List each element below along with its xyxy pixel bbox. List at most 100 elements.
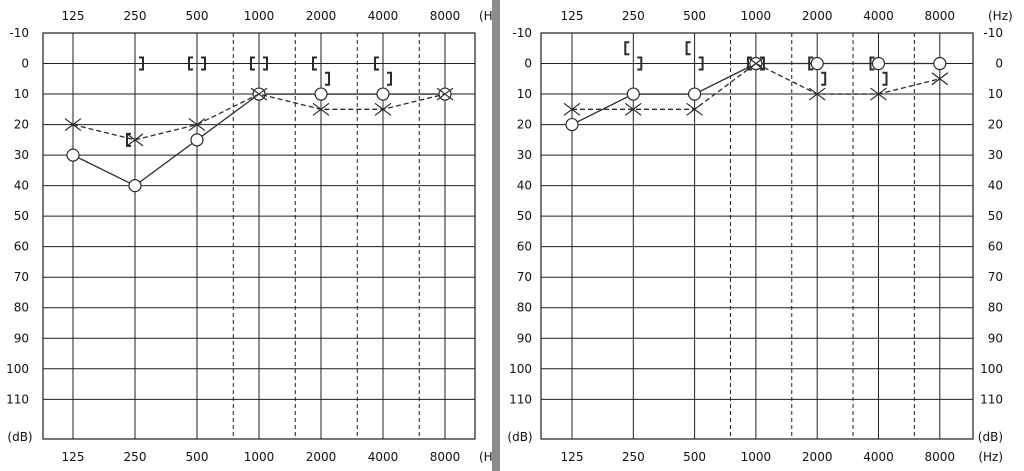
panel-2-series-2-marker-1 [563, 102, 581, 116]
panel-2-series-3-marker-4 [808, 56, 814, 71]
panel-2-series-2-marker-6 [870, 87, 887, 101]
panel-1-top-frequency-label-4: 1000 [244, 9, 275, 23]
panel-2-series-2-marker-2-stroke-2 [624, 102, 642, 116]
panel-2-series-1-marker-6 [871, 56, 886, 71]
panel-2-series-3 [624, 41, 875, 71]
panel-1-series-2-marker-2-stroke-2 [126, 133, 144, 147]
panel-2-left-db-label-11: 90 [517, 331, 532, 345]
panel-1-series-2-marker-1 [64, 118, 82, 132]
panel-2-right-db-label-1: -10 [983, 26, 1003, 40]
panel-1-series-2-marker-5-stroke-2 [312, 102, 330, 116]
panel-1-left-db-label-6: 40 [14, 179, 29, 193]
panel-2-series-2-marker-5 [808, 87, 826, 101]
panel-1-left-db-label-7: 50 [14, 209, 29, 223]
panel-1-left-db-label-2: 0 [21, 57, 29, 71]
panel-1-bottom-x-unit: (H [479, 450, 493, 464]
panel-2-series-3-marker-1 [624, 41, 630, 56]
panel-1-series-2-marker-4-stroke-2 [250, 87, 268, 101]
panel-2-data-series [563, 41, 949, 132]
panel-2-left-db-label-1: -10 [512, 26, 532, 40]
panel-2-right-db-label-9: 70 [988, 270, 1003, 284]
panel-2-grid [540, 32, 974, 440]
panel-2-labels: 1251252502505005001000100020002000400040… [507, 9, 1012, 464]
panel-2-bottom-x-unit: (Hz) [978, 450, 1003, 464]
panel-1-top-frequency-label-5: 2000 [306, 9, 337, 23]
panel-2-series-2-marker-5-stroke-2 [808, 87, 826, 101]
panel-2-top-frequency-label-3: 500 [683, 9, 706, 23]
panel-2-series-2-marker-7 [931, 72, 949, 86]
panel-2-top-frequency-label-6: 4000 [863, 9, 894, 23]
panel-1-series-2-marker-3 [188, 118, 206, 132]
panel-1-series-3-marker-2 [188, 56, 193, 71]
panel-1-left-db-label-10: 80 [14, 301, 29, 315]
panel-2-right-y-unit: (dB) [978, 430, 1003, 444]
panel-1-bottom-frequency-label-4: 1000 [244, 450, 275, 464]
panel-1-grid [42, 32, 476, 440]
panel-1-series-4-marker-2 [201, 56, 206, 71]
panel-2-right-db-label-3: 10 [988, 87, 1003, 101]
panel-2-series-2-marker-2 [624, 102, 642, 116]
panel-1-series-3-marker-5 [374, 56, 379, 71]
panel-2-top-frequency-label-7: 8000 [925, 9, 956, 23]
panel-2-right-db-label-2: 0 [995, 57, 1003, 71]
panel-2-right-db-label-8: 60 [988, 240, 1003, 254]
panel-1-bottom-frequency-label-7: 8000 [430, 450, 461, 464]
panel-1-top-frequency-label-2: 250 [124, 9, 147, 23]
panel-1-series-3-marker-3 [250, 56, 255, 71]
page-gutter [492, 0, 500, 471]
panel-2-left-db-label-9: 70 [517, 270, 532, 284]
panel-2-top-frequency-label-2: 250 [622, 9, 645, 23]
panel-1-left-db-label-8: 60 [14, 240, 29, 254]
panel-2-series-1-marker-3 [687, 87, 702, 101]
panel-2-bottom-frequency-label-6: 4000 [863, 450, 894, 464]
panel-1-bottom-frequency-label-6: 4000 [368, 450, 399, 464]
panel-2-series-1-marker-2 [626, 87, 640, 101]
panel-2-series-4 [637, 56, 888, 86]
panel-2-right-db-label-6: 40 [988, 179, 1003, 193]
panel-2-bottom-frequency-label-3: 500 [683, 450, 706, 464]
panel-1-left-db-label-5: 30 [14, 148, 29, 162]
panel-2-series-2-marker-4 [747, 57, 765, 71]
audiogram-panel-2: 1251252502505005001000100020002000400040… [507, 9, 1012, 464]
panel-2-series-3-marker-5 [869, 56, 875, 71]
panel-2-right-db-label-13: 110 [980, 392, 1003, 406]
panel-1-top-frequency-label-7: 8000 [430, 9, 461, 23]
panel-1-series-1-marker-2 [128, 179, 142, 193]
panel-1-series-1-marker-6 [376, 87, 390, 101]
panel-1-top-frequency-label-3: 500 [186, 9, 209, 23]
panel-2-series-4-marker-3 [759, 56, 765, 71]
panel-1-left-db-label-4: 20 [14, 118, 29, 132]
audiogram-panel-1: 1251252502505005001000100020002000400040… [6, 9, 493, 464]
panel-2-right-db-label-12: 100 [980, 362, 1003, 376]
panel-2-bottom-frequency-label-4: 1000 [741, 450, 772, 464]
panel-2-bottom-frequency-label-2: 250 [622, 450, 645, 464]
panel-2-series-4-marker-4 [821, 71, 827, 86]
panel-2-series-2-marker-7-stroke-2 [931, 72, 949, 86]
panel-2-series-3-marker-2 [685, 41, 691, 56]
panel-1-series-2-marker-7 [436, 87, 454, 101]
panel-2-series-2-marker-3-stroke-2 [686, 102, 703, 116]
panel-1-top-frequency-label-1: 125 [62, 9, 85, 23]
panel-2-series-2-marker-1-stroke-2 [563, 102, 581, 116]
panel-2-left-db-label-10: 80 [517, 301, 532, 315]
panel-2-top-frequency-label-5: 2000 [802, 9, 833, 23]
panel-1-left-db-label-1: -10 [9, 26, 29, 40]
panel-1-left-y-unit: (dB) [7, 430, 32, 444]
panel-1-series-1-marker-3 [190, 133, 204, 147]
panel-2-right-db-label-5: 30 [988, 148, 1003, 162]
panel-1-series-2-marker-4 [250, 87, 268, 101]
panel-1-series-3-marker-4 [312, 56, 317, 71]
panel-2-series-3-marker-3 [746, 56, 752, 71]
panel-1-series-4-marker-3 [263, 56, 268, 71]
panel-1-series-1-marker-5 [314, 87, 328, 101]
panel-2-left-db-label-2: 0 [524, 57, 532, 71]
panel-1-series-2-marker-5 [312, 102, 330, 116]
panel-2-left-db-label-4: 20 [517, 118, 532, 132]
panel-1-series-4-marker-4 [325, 71, 330, 86]
panel-2-left-db-label-3: 10 [517, 87, 532, 101]
panel-1-left-db-label-12: 100 [6, 362, 29, 376]
panel-2-left-y-unit: (dB) [507, 430, 532, 444]
panel-2-top-frequency-label-1: 125 [561, 9, 584, 23]
